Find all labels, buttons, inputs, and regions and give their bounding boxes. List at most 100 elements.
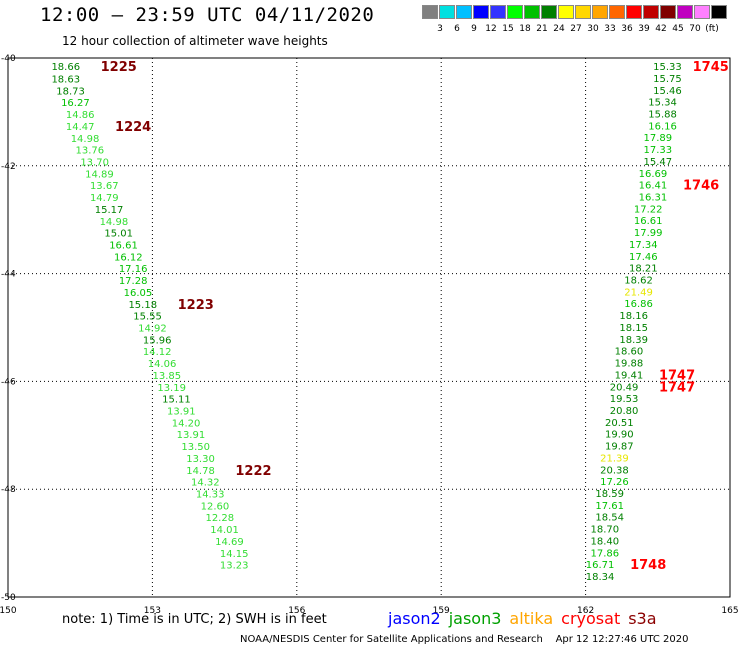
wave-height-value: 18.21 (629, 264, 658, 275)
wave-height-value: 16.27 (61, 98, 90, 109)
wave-height-value: 18.66 (51, 62, 80, 73)
wave-height-value: 15.88 (648, 110, 677, 121)
wave-height-value: 17.34 (629, 240, 658, 251)
wave-height-value: 13.19 (157, 383, 186, 394)
wave-height-value: 15.34 (648, 98, 677, 109)
x-tick-label: 153 (144, 606, 161, 616)
wave-height-value: 14.33 (196, 490, 225, 501)
wave-height-value: 13.76 (76, 146, 105, 157)
wave-height-value: 13.50 (181, 442, 210, 453)
wave-height-value: 21.39 (600, 453, 629, 464)
color-scale-label: 70 (689, 24, 701, 34)
wave-height-value: 17.28 (119, 276, 148, 287)
time-label: 1225 (101, 60, 137, 75)
color-swatch (643, 5, 659, 19)
x-tick-label: 156 (288, 606, 305, 616)
wave-height-value: 16.71 (586, 560, 615, 571)
wave-height-value: 15.18 (128, 300, 157, 311)
time-label: 1747 (659, 380, 695, 395)
wave-height-value: 18.40 (591, 536, 620, 547)
wave-height-value: 14.01 (210, 525, 239, 536)
wave-height-value: 14.32 (191, 478, 220, 489)
color-scale-label: 33 (604, 24, 616, 34)
color-scale-label: 9 (471, 24, 477, 34)
wave-height-value: 14.78 (186, 466, 215, 477)
wave-height-value: 17.46 (629, 252, 658, 263)
wave-height-value: 16.41 (639, 181, 668, 192)
wave-height-value: 16.61 (109, 240, 138, 251)
color-scale-label: 3 (437, 24, 443, 34)
wave-height-value: 15.01 (104, 229, 133, 240)
wave-height-value: 16.86 (624, 299, 653, 310)
color-swatch (592, 5, 608, 19)
wave-height-value: 14.20 (172, 418, 201, 429)
wave-height-value: 13.67 (90, 181, 119, 192)
wave-height-value: 18.59 (595, 489, 624, 500)
wave-height-value: 14.69 (215, 537, 244, 548)
wave-height-value: 15.33 (653, 62, 682, 73)
wave-height-value: 18.73 (56, 86, 85, 97)
color-swatch (660, 5, 676, 19)
wave-height-value: 16.05 (124, 288, 153, 299)
wave-height-value: 21.49 (624, 287, 653, 298)
x-tick-label: 162 (577, 606, 594, 616)
satellite-legend: jason2 jason3 altika cryosat s3a (388, 609, 665, 628)
legend-item-altika: altika (509, 609, 554, 628)
wave-height-value: 19.53 (610, 394, 639, 405)
color-swatch (626, 5, 642, 19)
time-label: 1224 (115, 120, 151, 135)
color-swatch (711, 5, 727, 19)
legend-item-jason3: jason3 (448, 609, 502, 628)
x-tick-label: 150 (0, 606, 17, 616)
wave-height-value: 17.86 (591, 548, 620, 559)
wave-height-value: 14.86 (66, 110, 95, 121)
wave-height-value: 14.47 (66, 122, 95, 133)
time-label: 1222 (235, 464, 271, 479)
wave-height-value: 14.98 (71, 134, 100, 145)
color-swatch (677, 5, 693, 19)
wave-height-value: 15.46 (653, 86, 682, 97)
wave-height-value: 15.96 (143, 335, 172, 346)
legend-item-s3a: s3a (628, 609, 657, 628)
wave-height-value: 15.75 (653, 74, 682, 85)
y-tick-label: -42 (1, 162, 16, 172)
wave-height-value: 16.16 (648, 121, 677, 132)
footnote: note: 1) Time is in UTC; 2) SWH is in fe… (62, 612, 327, 627)
y-tick-label: -50 (1, 593, 16, 603)
y-tick-label: -44 (1, 270, 16, 280)
y-tick-label: -46 (1, 377, 16, 387)
wave-height-value: 13.91 (177, 430, 206, 441)
y-tick-label: -48 (1, 485, 16, 495)
color-scale-label: (ft) (705, 24, 719, 34)
color-scale-label: 24 (553, 24, 565, 34)
wave-height-value: 13.23 (220, 561, 249, 572)
time-label: 1223 (178, 298, 214, 313)
wave-height-value: 20.80 (610, 406, 639, 417)
wave-height-value: 15.47 (643, 157, 672, 168)
wave-height-value: 17.22 (634, 204, 663, 215)
wave-height-value: 16.31 (639, 193, 668, 204)
wave-height-value: 15.55 (133, 312, 162, 323)
wave-height-value: 19.88 (615, 359, 644, 370)
color-scale-label: 27 (570, 24, 582, 34)
wave-height-value: 14.12 (143, 347, 172, 358)
wave-height-value: 13.30 (186, 454, 215, 465)
wave-height-value: 14.79 (90, 193, 119, 204)
color-scale-label: 21 (536, 24, 548, 34)
color-swatch (694, 5, 710, 19)
wave-height-value: 14.15 (220, 549, 249, 560)
color-scale-label: 12 (485, 24, 497, 34)
time-label: 1745 (693, 60, 729, 75)
wave-height-value: 14.89 (85, 169, 114, 180)
wave-height-value: 18.39 (619, 335, 648, 346)
color-scale-label: 30 (587, 24, 599, 34)
time-label: 1747 (659, 368, 695, 383)
color-scale-label: 6 (454, 24, 460, 34)
color-scale-label: 36 (621, 24, 633, 34)
wave-height-value: 19.87 (605, 442, 634, 453)
color-scale-label: 15 (502, 24, 514, 34)
wave-height-value: 17.89 (643, 133, 672, 144)
color-swatch (490, 5, 506, 19)
color-scale-label: 18 (519, 24, 531, 34)
